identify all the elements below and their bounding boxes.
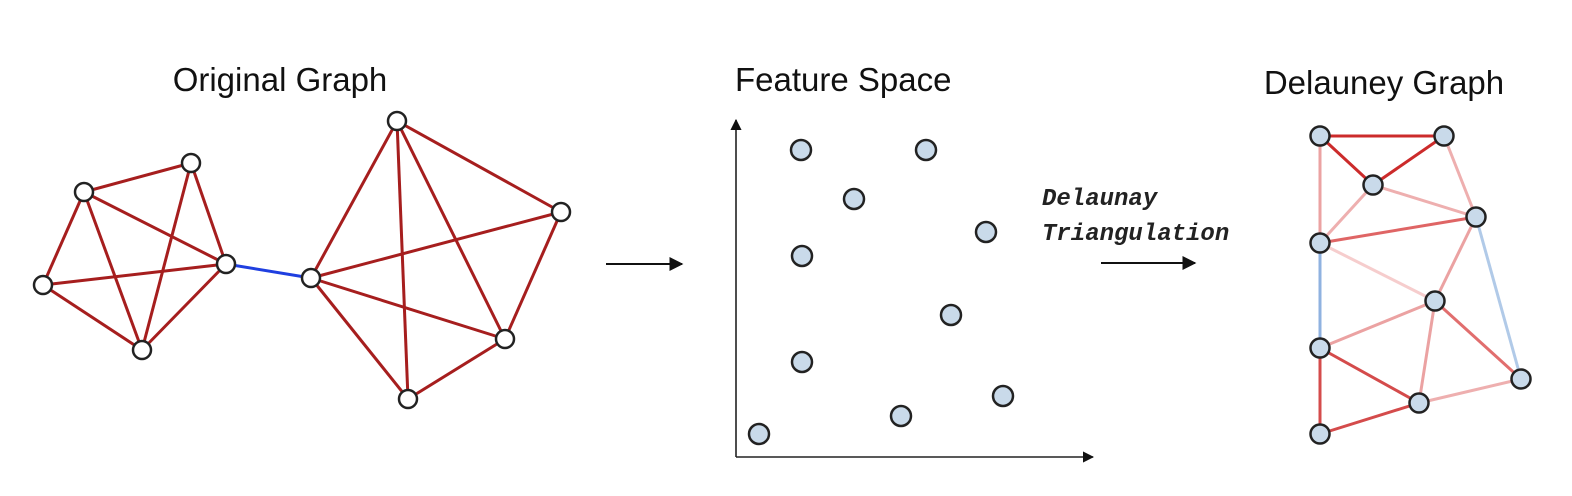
delauney-nodes bbox=[1309, 125, 1532, 445]
delauney-node bbox=[1309, 337, 1331, 359]
feature-point bbox=[939, 303, 963, 327]
delauney-node bbox=[1424, 290, 1446, 312]
feature-space-title: Feature Space bbox=[735, 61, 951, 98]
graph-node bbox=[73, 181, 95, 203]
feature-space-plot bbox=[730, 118, 1095, 463]
graph-node bbox=[550, 201, 572, 223]
graph-node bbox=[32, 274, 54, 296]
feature-point bbox=[914, 138, 938, 162]
feature-point bbox=[747, 422, 771, 446]
delauney-graph-title: Delauney Graph bbox=[1264, 64, 1504, 101]
feature-point bbox=[789, 138, 813, 162]
graph-node bbox=[300, 267, 322, 289]
feature-point bbox=[790, 244, 814, 268]
graph-node bbox=[397, 388, 419, 410]
delauney-node bbox=[1309, 125, 1331, 147]
delauney-node bbox=[1309, 232, 1331, 254]
delauney-node bbox=[1465, 206, 1487, 228]
original-graph-edges bbox=[41, 119, 563, 401]
delauney-node bbox=[1510, 368, 1532, 390]
graph-node bbox=[180, 152, 202, 174]
delauney-node bbox=[1309, 423, 1331, 445]
delauney-edges bbox=[1318, 134, 1523, 436]
feature-point bbox=[974, 220, 998, 244]
operation-label-line2: Triangulation bbox=[1042, 221, 1229, 248]
feature-point bbox=[991, 384, 1015, 408]
feature-points bbox=[747, 138, 1015, 446]
operation-label-line1: Delaunay bbox=[1042, 186, 1159, 213]
original-graph-nodes bbox=[32, 110, 572, 410]
delauney-node bbox=[1408, 392, 1430, 414]
original-graph bbox=[32, 110, 572, 410]
feature-point bbox=[842, 187, 866, 211]
delauney-node bbox=[1433, 125, 1455, 147]
graph-node bbox=[215, 253, 237, 275]
graph-node bbox=[386, 110, 408, 132]
bridge-edge bbox=[225, 262, 312, 280]
graph-node bbox=[494, 328, 516, 350]
feature-point bbox=[889, 404, 913, 428]
delauney-node bbox=[1362, 174, 1384, 196]
original-graph-title: Original Graph bbox=[173, 61, 388, 98]
delauney-graph bbox=[1309, 125, 1532, 445]
feature-point bbox=[790, 350, 814, 374]
graph-node bbox=[131, 339, 153, 361]
